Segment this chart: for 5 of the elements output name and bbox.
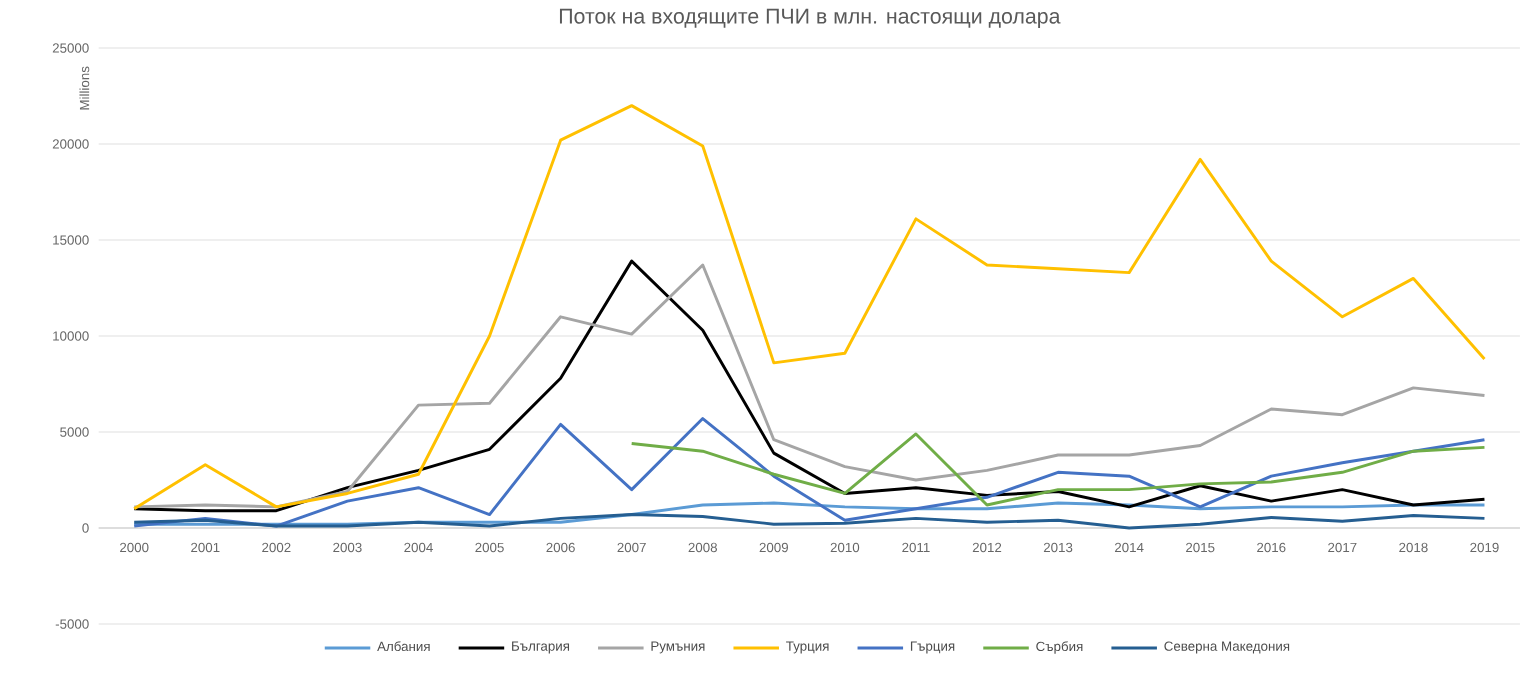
line-series xyxy=(132,104,1486,511)
line-series xyxy=(132,417,1486,528)
line-series xyxy=(132,513,1486,530)
line-series xyxy=(630,432,1486,507)
chart-title: Поток на входящите ПЧИ в млн. настоящи долара xyxy=(559,8,1061,28)
